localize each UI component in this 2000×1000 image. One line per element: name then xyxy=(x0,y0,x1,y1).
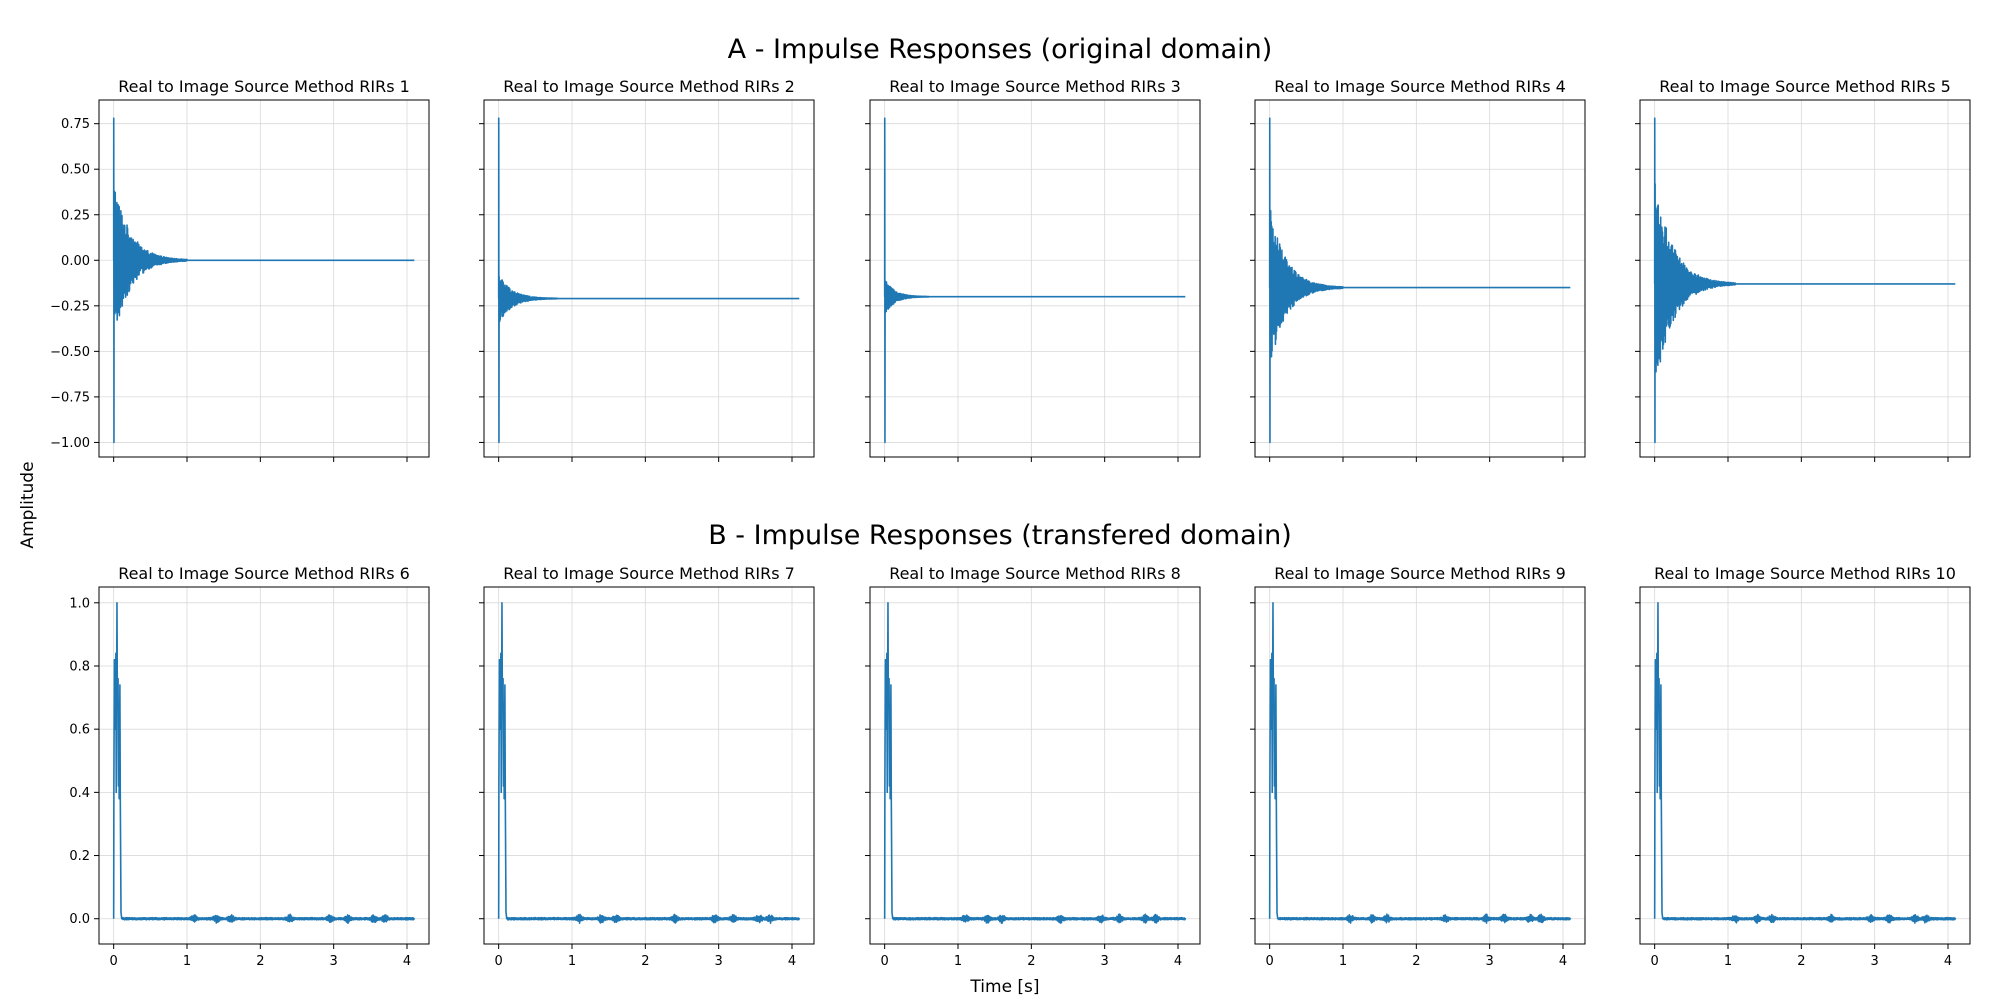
y-tick-label: −0.50 xyxy=(50,345,90,360)
subplot-title: Real to Image Source Method RIRs 8 xyxy=(889,564,1181,583)
x-tick-label: 3 xyxy=(1101,954,1109,969)
series-line xyxy=(1268,602,1572,924)
plot-area xyxy=(99,587,429,944)
subplot-9: 0 1 2 3 4 Real to Image Source Method RIRs 9 xyxy=(1250,564,1586,969)
axes-frame xyxy=(1639,586,1971,945)
x-tick-label: 3 xyxy=(715,954,723,969)
subplot-title: Real to Image Source Method RIRs 7 xyxy=(503,564,795,583)
series-line xyxy=(497,602,801,925)
subplot-title: Real to Image Source Method RIRs 10 xyxy=(1654,564,1956,583)
axes-frame xyxy=(869,99,1201,458)
x-tick-label: 1 xyxy=(1724,954,1732,969)
series-line xyxy=(883,117,1186,444)
subplot-4: Real to Image Source Method RIRs 4 xyxy=(1250,77,1586,462)
series-line xyxy=(1653,117,1956,444)
subplot-1: −1.00 −0.75 −0.50 −0.25 0.00 0.25 0.50 0.75 Real… xyxy=(50,77,430,462)
y-tick-label: 0.6 xyxy=(69,723,90,738)
x-tick-label: 1 xyxy=(1339,954,1347,969)
axes-frame xyxy=(483,586,815,945)
x-tick-label: 0 xyxy=(881,954,889,969)
x-tick-label: 3 xyxy=(1486,954,1494,969)
y-tick-label: 1.0 xyxy=(69,596,90,611)
x-tick-label: 0 xyxy=(495,954,503,969)
y-axis-label: Amplitude xyxy=(18,461,38,548)
subplot-6: 0 1 2 3 4 0.0 0.2 0.4 0.6 0.8 1.0 Real to Image Sou… xyxy=(69,564,430,969)
series-line xyxy=(112,117,415,444)
axes-frame xyxy=(1639,99,1971,458)
x-tick-label: 2 xyxy=(1412,954,1420,969)
subplot-title: Real to Image Source Method RIRs 4 xyxy=(1274,77,1566,96)
x-tick-label: 1 xyxy=(568,954,576,969)
subplot-title: Real to Image Source Method RIRs 5 xyxy=(1659,77,1951,96)
y-tick-label: 0.50 xyxy=(61,163,90,178)
x-tick-label: 4 xyxy=(1174,954,1182,969)
plot-area xyxy=(870,587,1200,944)
x-tick-label: 0 xyxy=(1651,954,1659,969)
x-tick-label: 4 xyxy=(788,954,796,969)
x-tick-label: 2 xyxy=(256,954,264,969)
series-line xyxy=(497,117,800,444)
axes-frame xyxy=(483,99,815,458)
subplot-title: Real to Image Source Method RIRs 2 xyxy=(503,77,795,96)
subplot-title: Real to Image Source Method RIRs 3 xyxy=(889,77,1181,96)
plot-area xyxy=(1640,587,1970,944)
subplot-2: Real to Image Source Method RIRs 2 xyxy=(479,77,815,462)
x-tick-label: 3 xyxy=(330,954,338,969)
y-tick-label: 0.4 xyxy=(69,786,90,801)
subplot-title: Real to Image Source Method RIRs 1 xyxy=(118,77,410,96)
subplot-grid: −1.00−0.75−0.50−0.250.000.250.500.75Real… xyxy=(50,77,1971,969)
series-line xyxy=(883,602,1187,924)
y-tick-label: 0.00 xyxy=(61,254,90,269)
x-tick-label: 2 xyxy=(1027,954,1035,969)
subplot-3: Real to Image Source Method RIRs 3 xyxy=(865,77,1201,462)
x-tick-label: 4 xyxy=(1944,954,1952,969)
subplot-10: 0 1 2 3 4 Real to Image Source Method RIRs 10 xyxy=(1635,564,1971,969)
y-tick-label: 0.25 xyxy=(61,208,90,223)
x-tick-label: 3 xyxy=(1871,954,1879,969)
y-tick-label: −0.25 xyxy=(50,299,90,314)
axes-frame xyxy=(869,586,1201,945)
row-title-b: B - Impulse Responses (transfered domain… xyxy=(708,520,1292,551)
series-line xyxy=(112,602,416,925)
axes-frame xyxy=(1254,99,1586,458)
x-tick-label: 1 xyxy=(183,954,191,969)
subplot-7: 0 1 2 3 4 Real to Image Source Method RIRs 7 xyxy=(479,564,815,969)
subplot-8: 0 1 2 3 4 Real to Image Source Method RIRs 8 xyxy=(865,564,1201,969)
plot-area xyxy=(99,100,429,457)
y-tick-label: 0.75 xyxy=(61,117,90,132)
plot-area xyxy=(1255,587,1585,944)
x-tick-label: 2 xyxy=(1797,954,1805,969)
y-tick-label: 0.0 xyxy=(69,912,90,927)
axes-frame xyxy=(98,99,430,458)
subplot-5: Real to Image Source Method RIRs 5 xyxy=(1635,77,1971,462)
subplot-title: Real to Image Source Method RIRs 6 xyxy=(118,564,410,583)
plot-area xyxy=(870,100,1200,457)
x-axis-label: Time [s] xyxy=(969,977,1039,997)
x-tick-label: 0 xyxy=(1266,954,1274,969)
axes-frame xyxy=(98,586,430,945)
y-tick-label: 0.2 xyxy=(69,849,90,864)
y-tick-label: −0.75 xyxy=(50,390,90,405)
axes-frame xyxy=(1254,586,1586,945)
y-tick-label: −1.00 xyxy=(50,436,90,451)
subplot-title: Real to Image Source Method RIRs 9 xyxy=(1274,564,1566,583)
plot-area xyxy=(484,100,814,457)
x-tick-label: 4 xyxy=(1559,954,1567,969)
x-tick-label: 2 xyxy=(641,954,649,969)
x-tick-label: 4 xyxy=(403,954,411,969)
y-tick-label: 0.8 xyxy=(69,659,90,674)
plot-area xyxy=(1255,100,1585,457)
series-line xyxy=(1268,117,1571,444)
x-tick-label: 0 xyxy=(110,954,118,969)
plot-area xyxy=(484,587,814,944)
x-tick-label: 1 xyxy=(954,954,962,969)
row-title-a: A - Impulse Responses (original domain) xyxy=(728,34,1273,65)
series-line xyxy=(1653,602,1957,924)
